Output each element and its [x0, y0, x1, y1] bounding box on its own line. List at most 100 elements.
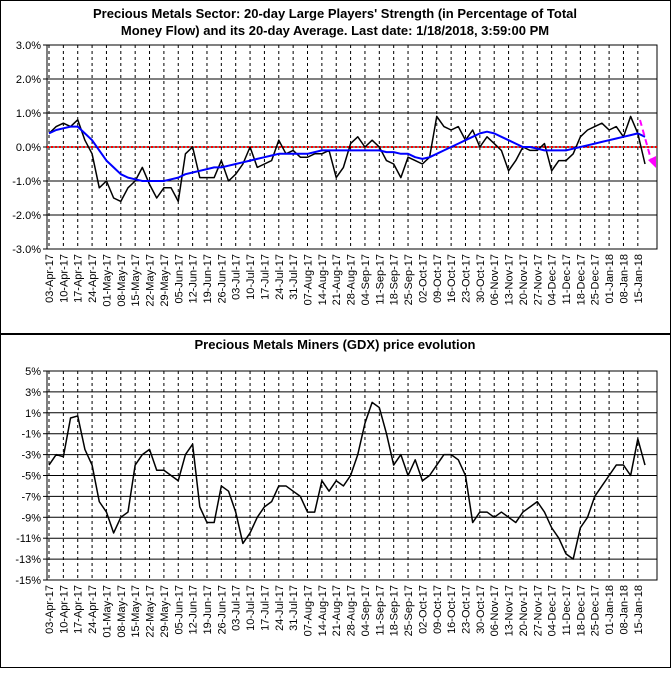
x-tick-label: 19-Jun-17: [202, 254, 214, 304]
x-tick-label: 03-Jul-17: [231, 585, 243, 631]
x-tick-label: 10-Apr-17: [58, 585, 70, 634]
x-tick-label: 11-Dec-17: [561, 254, 573, 305]
x-tick-label: 14-Aug-17: [317, 254, 329, 305]
y-tick-label: -2.0%: [12, 210, 41, 222]
y-tick-label: -1.0%: [12, 176, 41, 188]
x-tick-label: 19-Jun-17: [202, 585, 214, 635]
y-tick-label: -3.0%: [12, 244, 41, 256]
x-tick-label: 10-Jul-17: [245, 585, 257, 631]
x-tick-label: 05-Jun-17: [173, 585, 185, 635]
x-tick-label: 21-Aug-17: [331, 585, 343, 636]
x-tick-label: 22-May-17: [145, 585, 157, 638]
x-tick-label: 20-Nov-17: [518, 585, 530, 636]
x-tick-label: 17-Apr-17: [73, 254, 85, 303]
x-tick-label: 08-Jan-18: [618, 585, 630, 635]
x-tick-label: 11-Sep-17: [374, 585, 386, 636]
y-tick-label: 2.0%: [16, 74, 41, 86]
x-tick-label: 15-May-17: [130, 585, 142, 638]
x-tick-label: 22-May-17: [145, 254, 157, 307]
x-tick-label: 07-Aug-17: [303, 254, 315, 305]
x-tick-label: 24-Apr-17: [87, 254, 99, 303]
y-tick-label: -1%: [21, 429, 41, 441]
x-tick-label: 04-Sep-17: [360, 585, 372, 636]
x-tick-label: 06-Nov-17: [489, 585, 501, 636]
x-tick-label: 18-Dec-17: [575, 254, 587, 305]
x-tick-label: 13-Nov-17: [504, 585, 516, 636]
x-tick-label: 25-Dec-17: [590, 585, 602, 636]
x-tick-label: 10-Jul-17: [245, 254, 257, 300]
x-tick-label: 04-Dec-17: [547, 585, 559, 636]
x-tick-label: 30-Oct-17: [475, 254, 487, 303]
x-tick-label: 16-Oct-17: [446, 585, 458, 634]
y-tick-label: -5%: [21, 471, 41, 483]
x-tick-label: 03-Jul-17: [231, 254, 243, 300]
x-tick-label: 24-Jul-17: [274, 585, 286, 631]
x-tick-label: 08-May-17: [116, 254, 128, 307]
x-tick-label: 27-Nov-17: [532, 585, 544, 636]
x-tick-label: 18-Sep-17: [389, 585, 401, 636]
x-tick-label: 18-Sep-17: [389, 254, 401, 305]
y-tick-label: 3%: [25, 387, 41, 399]
x-tick-label: 02-Oct-17: [417, 254, 429, 303]
y-tick-label: -9%: [21, 512, 41, 524]
x-tick-label: 29-May-17: [159, 585, 171, 638]
panel-border: [0, 334, 671, 668]
x-tick-label: 04-Sep-17: [360, 254, 372, 305]
x-tick-label: 27-Nov-17: [532, 254, 544, 305]
plots: Precious Metals Sector: 20-day Large Pla…: [12, 6, 658, 638]
x-tick-label: 25-Dec-17: [590, 254, 602, 305]
x-tick-label: 11-Dec-17: [561, 585, 573, 636]
x-tick-label: 04-Dec-17: [547, 254, 559, 305]
y-tick-label: -3%: [21, 450, 41, 462]
x-tick-label: 24-Jul-17: [274, 254, 286, 300]
x-tick-label: 17-Jul-17: [259, 254, 271, 300]
x-tick-label: 28-Aug-17: [346, 585, 358, 636]
x-tick-label: 18-Dec-17: [575, 585, 587, 636]
x-tick-label: 08-Jan-18: [618, 254, 630, 304]
annotation-arrow: [639, 119, 653, 164]
x-tick-label: 31-Jul-17: [288, 585, 300, 631]
y-tick-label: 1%: [25, 408, 41, 420]
y-tick-label: -13%: [15, 554, 41, 566]
y-tick-label: 5%: [25, 366, 41, 378]
x-tick-label: 06-Nov-17: [489, 254, 501, 305]
x-tick-label: 25-Sep-17: [403, 585, 415, 636]
y-tick-label: 1.0%: [16, 108, 41, 120]
x-tick-label: 16-Oct-17: [446, 254, 458, 303]
x-tick-label: 14-Aug-17: [317, 585, 329, 636]
chart-title: Precious Metals Miners (GDX) price evolu…: [194, 337, 475, 352]
x-tick-label: 26-Jun-17: [216, 585, 228, 635]
x-tick-label: 23-Oct-17: [460, 585, 472, 634]
x-tick-label: 03-Apr-17: [44, 254, 56, 303]
x-tick-label: 09-Oct-17: [432, 254, 444, 303]
x-tick-label: 13-Nov-17: [504, 254, 516, 305]
x-tick-label: 05-Jun-17: [173, 254, 185, 304]
x-tick-label: 01-May-17: [101, 585, 113, 638]
x-tick-label: 08-May-17: [116, 585, 128, 638]
x-tick-label: 17-Jul-17: [259, 585, 271, 631]
x-tick-label: 12-Jun-17: [188, 254, 200, 304]
x-tick-label: 11-Sep-17: [374, 254, 386, 305]
x-tick-label: 01-Jan-18: [604, 585, 616, 635]
x-tick-label: 01-Jan-18: [604, 254, 616, 304]
x-tick-label: 15-May-17: [130, 254, 142, 307]
x-tick-label: 01-May-17: [101, 254, 113, 307]
y-tick-label: 3.0%: [16, 40, 41, 52]
chart-title: Money Flow) and its 20-day Average. Last…: [121, 23, 549, 38]
x-tick-label: 02-Oct-17: [417, 585, 429, 634]
series-line: [48, 125, 646, 182]
x-tick-label: 15-Jan-18: [633, 254, 645, 304]
x-tick-label: 17-Apr-17: [73, 585, 85, 634]
x-tick-label: 09-Oct-17: [432, 585, 444, 634]
x-tick-label: 03-Apr-17: [44, 585, 56, 634]
y-tick-label: -15%: [15, 575, 41, 587]
y-tick-label: 0.0%: [16, 142, 41, 154]
x-tick-label: 12-Jun-17: [188, 585, 200, 635]
x-tick-label: 15-Jan-18: [633, 585, 645, 635]
x-tick-label: 25-Sep-17: [403, 254, 415, 305]
series-line: [48, 401, 646, 560]
x-tick-label: 10-Apr-17: [58, 254, 70, 303]
x-tick-label: 07-Aug-17: [303, 585, 315, 636]
x-tick-label: 28-Aug-17: [346, 254, 358, 305]
x-tick-label: 21-Aug-17: [331, 254, 343, 305]
